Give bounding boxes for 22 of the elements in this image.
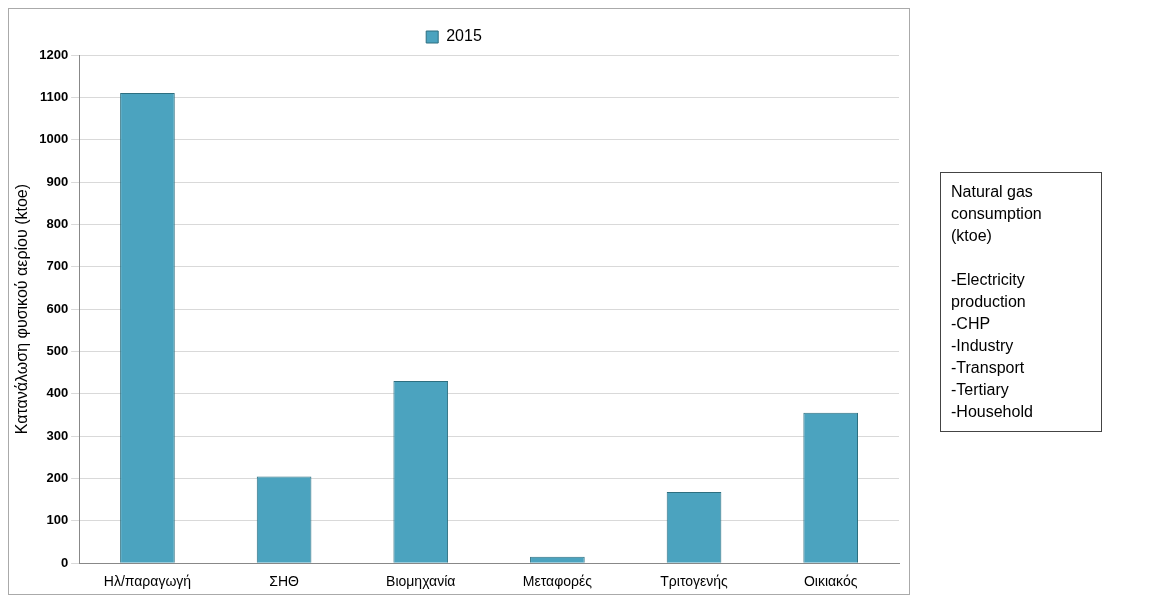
x-tick-label: ΣΗΘ bbox=[269, 573, 300, 590]
x-tick-label: Ηλ/παραγωγή bbox=[103, 573, 192, 590]
y-tick-label: 100 bbox=[46, 512, 69, 528]
y-tick-label: 1100 bbox=[39, 88, 69, 104]
x-tick-label: Τριτογενής bbox=[660, 573, 729, 590]
legend-label: 2015 bbox=[446, 27, 482, 45]
y-tick-label: 500 bbox=[46, 343, 69, 359]
x-tick-label: Οικιακός bbox=[803, 573, 858, 590]
y-tick-label: 1000 bbox=[39, 131, 69, 147]
y-tick-label: 800 bbox=[46, 215, 69, 231]
y-tick-label: 700 bbox=[46, 258, 69, 274]
y-tick-label: 900 bbox=[46, 173, 69, 189]
text: Natural gas consumption (ktoe) -Electricity production -CHP -Industry -Transport -Tertiary -Household bbox=[951, 182, 1042, 420]
x-tick-label: Μεταφορές bbox=[522, 573, 593, 590]
y-tick-label: 300 bbox=[46, 427, 69, 443]
y-tick-label: 1200 bbox=[39, 46, 69, 62]
y-axis-title: Κατανάλωση φυσικού αερίου (ktoe) bbox=[13, 183, 31, 435]
x-tick-label: Βιομηχανία bbox=[386, 573, 456, 590]
y-tick-label: 400 bbox=[46, 385, 69, 401]
y-tick-label: 0 bbox=[60, 554, 69, 570]
y-tick-label: 200 bbox=[46, 470, 69, 486]
y-tick-label: 600 bbox=[46, 300, 69, 316]
